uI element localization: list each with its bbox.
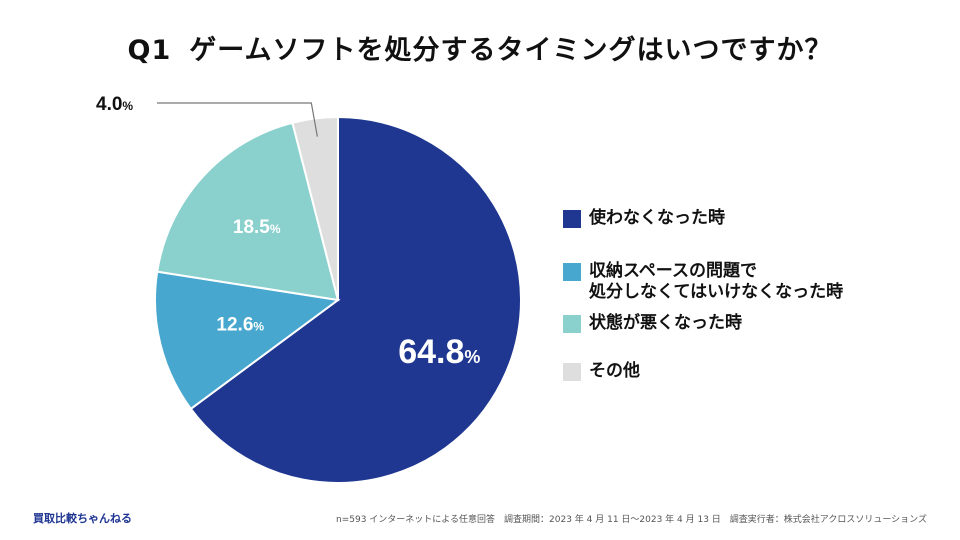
slice-storage-space — [154, 270, 341, 411]
data-label-outside: 4.0% — [96, 94, 133, 115]
data-label: 12.6% — [216, 315, 264, 336]
legend-label: 状態が悪くなった時 — [589, 313, 742, 333]
question-text: ゲームソフトを処分するタイミングはいつですか？ — [189, 35, 833, 66]
survey-note: n=593 インターネットによる任意回答 調査期間：2023 年 4 月 11 … — [336, 515, 927, 525]
legend-label: 使わなくなった時 — [589, 208, 725, 228]
legend-swatch — [563, 363, 581, 381]
legend-swatch — [563, 263, 581, 281]
leader-line — [157, 102, 318, 137]
legend-label-line2: 処分しなくてはいけなくなった時 — [589, 282, 844, 302]
legend-item-other: その他 — [563, 361, 640, 382]
data-label: 64.8% — [398, 333, 480, 371]
brand-name: 買取比較ちゃんねる — [33, 512, 132, 525]
slice-bad-condition — [156, 121, 340, 302]
chart-title: Q1 ゲームソフトを処分するタイミングはいつですか？ — [0, 28, 960, 67]
legend-swatch — [563, 315, 581, 333]
legend-item-bad-condition: 状態が悪くなった時 — [563, 313, 742, 334]
legend-label: その他 — [589, 361, 640, 381]
slice-other — [291, 115, 339, 301]
question-number: Q1 — [127, 35, 172, 66]
legend-item-no-longer-used: 使わなくなった時 — [563, 208, 725, 229]
data-label: 18.5% — [233, 217, 281, 238]
slice-no-longer-used — [189, 115, 522, 484]
legend-item-storage-space: 収納スペースの問題で 処分しなくてはいけなくなった時 — [563, 261, 843, 303]
legend-swatch — [563, 210, 581, 228]
legend-label: 収納スペースの問題で — [589, 261, 757, 281]
